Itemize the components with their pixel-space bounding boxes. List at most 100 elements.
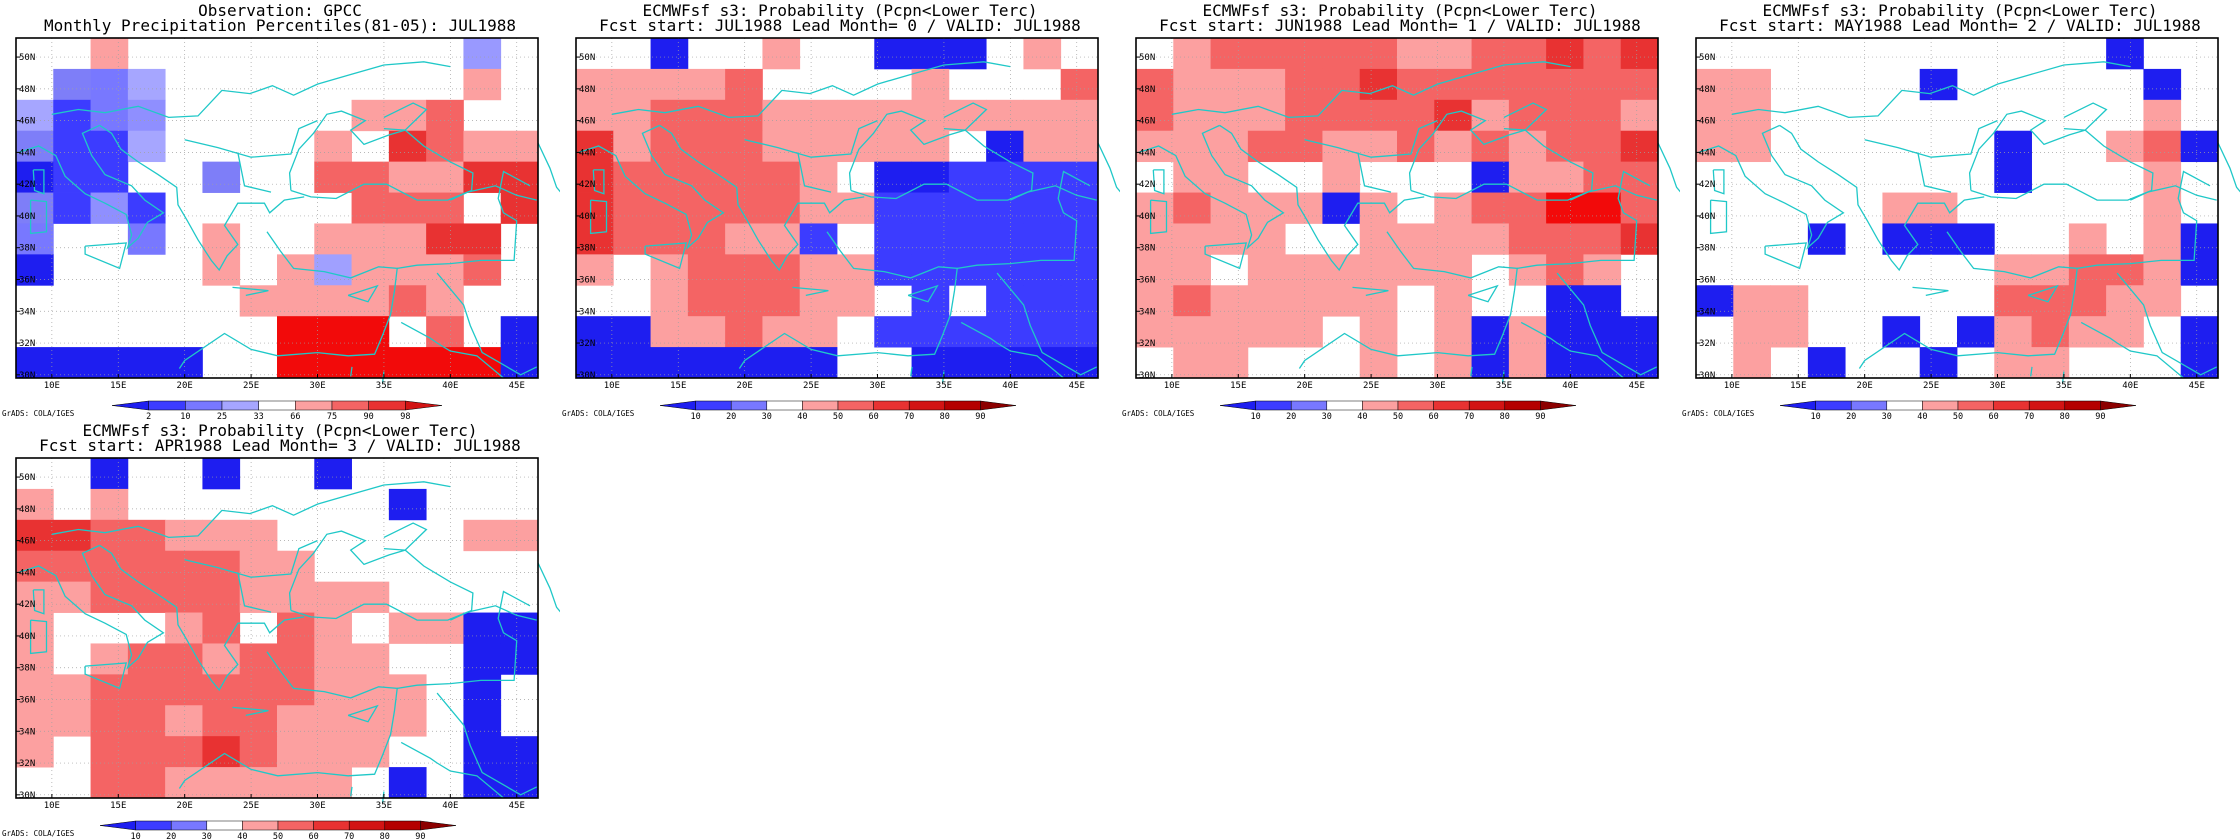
lon-tick-label: 25E (243, 801, 259, 811)
grid-cell (314, 130, 352, 163)
grid-cell (388, 254, 427, 286)
coastline (1352, 286, 1389, 297)
lat-tick-label: 44N (1139, 148, 1155, 158)
grid-cell (463, 519, 502, 552)
grid-cell (127, 674, 166, 706)
grid-cell (351, 223, 390, 255)
grid-cell (948, 192, 987, 224)
grid-cell (314, 705, 352, 737)
grid-cell (1136, 254, 1174, 286)
map-cells (16, 458, 539, 799)
grid-cell (127, 347, 166, 379)
coastline (1731, 61, 2131, 119)
lat-tick-label: 40N (579, 212, 595, 222)
lat-tick-label: 34N (1699, 307, 1715, 317)
grid-cell (1919, 192, 1958, 224)
lat-tick-label: 32N (1699, 339, 1715, 349)
colorbar-swatch (1255, 400, 1292, 411)
coastline (232, 706, 269, 717)
colorbar-swatch (1290, 400, 1328, 411)
grid-cell (1285, 38, 1323, 70)
lon-tick-label: 35E (936, 381, 952, 391)
coastline (659, 124, 865, 272)
grid-cell (1136, 68, 1174, 101)
grid-cell (1023, 161, 1062, 193)
grid-cell (948, 254, 987, 286)
grid-cell (1471, 223, 1510, 255)
coastline (1204, 242, 1248, 270)
grid-cell (1696, 99, 1734, 132)
panel-lead-2: ECMWFsf s3: Probability (Pcpn<Lower Terc… (1680, 0, 2240, 420)
colorbar-label: 98 (400, 412, 410, 420)
credit-label: GrADS: COLA/IGES (2, 829, 75, 838)
grid-cell (1471, 347, 1510, 379)
lat-tick-label: 38N (19, 664, 35, 674)
colorbar-label: 33 (254, 412, 264, 420)
coastline (232, 286, 269, 297)
colorbar-label: 30 (1882, 412, 1892, 420)
grid-cell (90, 130, 129, 163)
colorbar-label: 50 (833, 412, 843, 420)
grid-cell (16, 519, 54, 552)
lat-tick-label: 48N (1139, 85, 1155, 95)
grid-cell (426, 285, 464, 317)
grid-cell (1508, 254, 1547, 286)
grid-cell (613, 130, 651, 163)
coastline (84, 242, 128, 270)
grid-cell (2031, 316, 2070, 348)
grid-cell (1620, 223, 1659, 255)
lon-tick-label: 35E (376, 801, 392, 811)
grid-cell (1210, 347, 1249, 379)
grid-cell (426, 161, 464, 193)
grid-cell (874, 38, 912, 70)
grid-cell (1247, 99, 1286, 132)
grid-cell (202, 767, 241, 799)
grid-cell (687, 130, 726, 163)
grid-cell (1957, 223, 1995, 255)
grid-cell (1060, 254, 1099, 286)
lat-tick-label: 48N (19, 85, 35, 95)
grid-cell (1882, 192, 1921, 224)
grid-cell (314, 347, 352, 379)
lat-tick-label: 50N (1139, 53, 1155, 63)
grid-cell (463, 68, 502, 101)
coastline (1357, 152, 1392, 193)
grid-cell (1397, 68, 1435, 101)
colorbar-swatch (148, 400, 186, 411)
grid-cell (1359, 68, 1398, 101)
coastline (592, 169, 605, 195)
grid-cell (1919, 223, 1958, 255)
grid-cell (1397, 223, 1435, 255)
grid-cell (1508, 316, 1547, 348)
lon-tick-label: 40E (442, 381, 458, 391)
grid-cell (1957, 316, 1995, 348)
map-frame (1135, 37, 1659, 379)
lat-tick-label: 48N (579, 85, 595, 95)
grid-cell (1583, 161, 1622, 193)
grid-cell (314, 161, 352, 193)
grid-cell (1583, 130, 1622, 163)
grid-cell (948, 347, 987, 379)
grid-cell (90, 192, 129, 224)
grid-cell (948, 316, 987, 348)
grid-cell (613, 192, 651, 224)
colorbar-label: 40 (237, 832, 247, 840)
coastline (1149, 199, 1168, 235)
grid-cell (1060, 223, 1099, 255)
colorbar: 10 20 30 40 50 60 70 80 90 (1219, 400, 1577, 420)
grid-cell (799, 254, 838, 286)
grid-cell (500, 767, 539, 799)
coastline (51, 481, 451, 539)
lon-tick-label: 10E (604, 381, 620, 391)
grid-cell (1733, 130, 1771, 163)
panel-subtitle: Fcst start: MAY1988 Lead Month= 2 / VALI… (1719, 16, 2201, 35)
grid-cell (1434, 223, 1472, 255)
grid-cell (799, 223, 838, 255)
grid-cell (2106, 285, 2144, 317)
coastline (383, 102, 428, 131)
panel-lead-3: ECMWFsf s3: Probability (Pcpn<Lower Terc… (0, 420, 560, 840)
colorbar-swatch (135, 820, 172, 831)
grid-cell (1023, 316, 1062, 348)
grid-cell (1210, 99, 1249, 132)
grid-cell (463, 674, 502, 706)
